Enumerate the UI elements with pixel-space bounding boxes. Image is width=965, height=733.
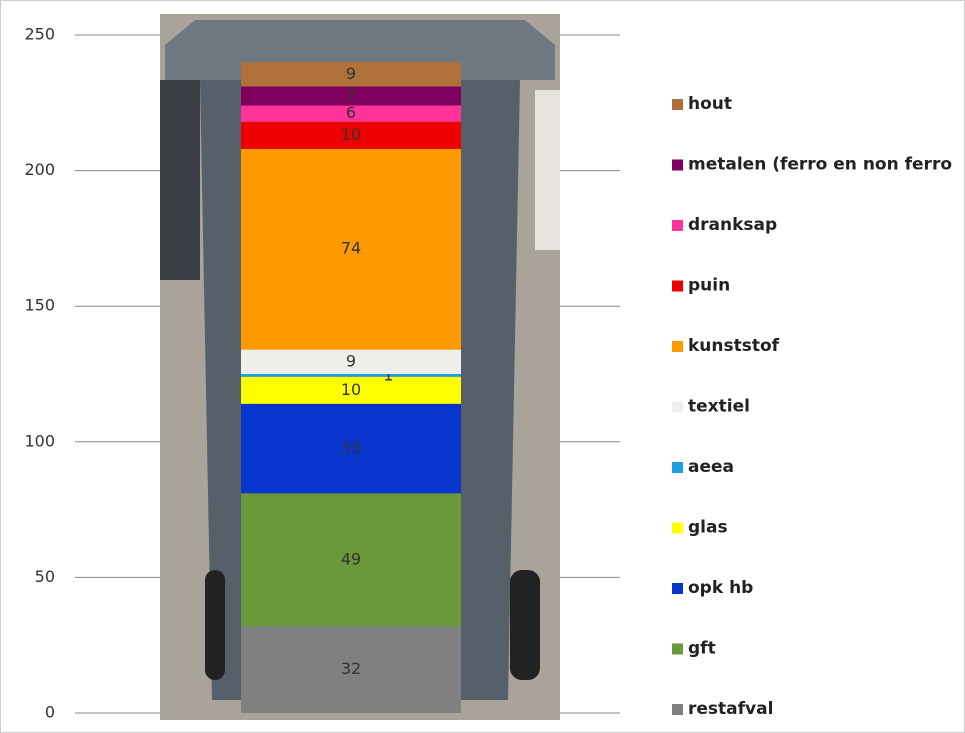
data-label: 9 <box>346 64 356 83</box>
bar-segment <box>241 374 461 377</box>
data-label: 32 <box>341 659 361 678</box>
data-label: 10 <box>341 380 361 399</box>
legend-swatch <box>672 462 683 473</box>
data-label: 7 <box>346 86 356 105</box>
y-tick-label: 250 <box>24 25 55 44</box>
legend-swatch <box>672 160 683 171</box>
legend-label: dranksap <box>688 215 777 235</box>
legend-label: aeea <box>688 457 734 477</box>
legend-label: textiel <box>688 397 750 417</box>
bin-background-window <box>535 90 560 250</box>
legend-swatch <box>672 583 683 594</box>
data-label: 74 <box>341 239 361 258</box>
data-label: 6 <box>346 103 356 122</box>
legend-label: metalen (ferro en non ferro <box>688 155 952 175</box>
y-tick-label: 200 <box>24 160 55 179</box>
legend-swatch <box>672 523 683 534</box>
bin-background-car <box>160 80 200 280</box>
data-label: 33 <box>341 438 361 457</box>
legend-swatch <box>672 644 683 655</box>
legend-swatch <box>672 704 683 715</box>
legend-swatch <box>672 99 683 110</box>
bin-wheel <box>510 570 540 680</box>
legend-label: restafval <box>688 699 773 719</box>
legend-label: kunststof <box>688 336 780 356</box>
y-tick-label: 0 <box>45 703 55 722</box>
legend-label: hout <box>688 94 732 114</box>
legend-label: glas <box>688 518 728 538</box>
y-tick-label: 50 <box>35 567 55 586</box>
legend-swatch <box>672 281 683 292</box>
legend-swatch <box>672 402 683 413</box>
legend-label: gft <box>688 639 716 659</box>
bin-wheel <box>205 570 225 680</box>
data-label: 49 <box>341 549 361 568</box>
data-label: 10 <box>341 125 361 144</box>
legend-swatch <box>672 341 683 352</box>
legend-label: opk hb <box>688 578 753 598</box>
chart: 050100150200250 32493310197410679 restaf… <box>0 0 965 733</box>
y-tick-label: 150 <box>24 296 55 315</box>
legend-label: puin <box>688 276 730 296</box>
data-label: 9 <box>346 351 356 370</box>
legend-swatch <box>672 220 683 231</box>
y-tick-label: 100 <box>24 431 55 450</box>
